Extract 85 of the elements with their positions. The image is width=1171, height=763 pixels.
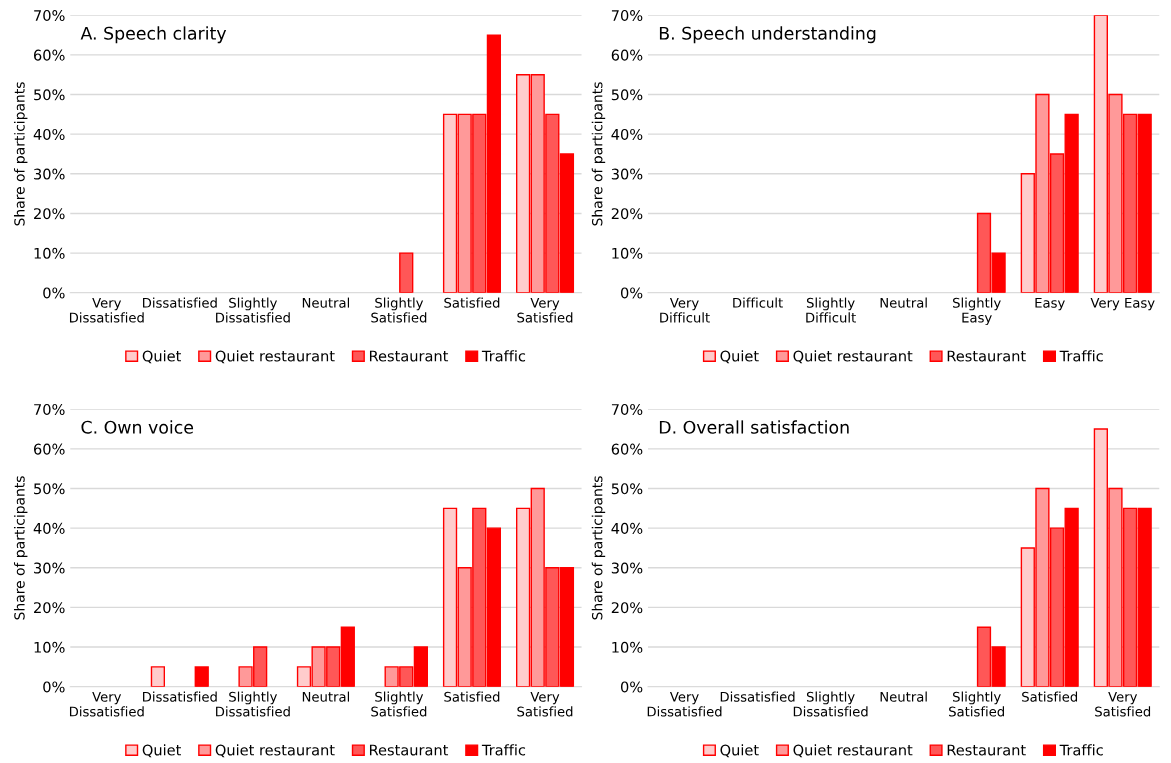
x-tick-label: Easy: [1035, 297, 1065, 311]
y-tick-label: 0%: [43, 681, 65, 693]
text: A. Speech clarity: [80, 26, 227, 44]
y-tick-label: 60%: [34, 49, 65, 61]
x-tick-label: Very Easy: [1090, 297, 1155, 311]
x-tick-label: Neutral: [880, 297, 927, 308]
legend-label: Quiet: [720, 744, 759, 758]
legend-label: Quiet restaurant: [215, 744, 335, 758]
y-tick-label: 0%: [620, 287, 643, 299]
y-tick-label: 70%: [34, 9, 65, 22]
y-tick-label: 70%: [611, 403, 643, 415]
y-axis-title: Share of participants: [13, 82, 28, 226]
legend-label: Traffic: [481, 350, 526, 362]
legend-label: Traffic: [1059, 744, 1103, 756]
y-tick-label: 10%: [34, 641, 65, 653]
y-axis-title: Share of participants: [591, 476, 606, 620]
text: B. Speech understanding: [659, 26, 876, 44]
x-tick-label: Satisfied: [444, 297, 500, 308]
y-tick-label: 40%: [33, 522, 65, 534]
x-tick-label: Slightly Dissatisfied: [216, 691, 290, 717]
x-tick-label: Very Dissatisfied: [69, 297, 144, 323]
bar: [399, 252, 414, 293]
x-tick-label: Slightly Easy: [953, 297, 1001, 326]
x-tick-label: Very Satisfied: [517, 297, 573, 323]
y-tick-label: 30%: [611, 562, 643, 574]
legend-label: Quiet: [142, 350, 181, 364]
y-axis-title: Share of participants: [591, 82, 606, 226]
x-tick-label: Neutral: [302, 691, 350, 702]
x-tick-label: Very Difficult: [660, 297, 710, 323]
x-tick-label: Neutral: [302, 297, 350, 308]
x-tick-label: Dissatisfied: [720, 691, 795, 702]
y-tick-label: 70%: [34, 403, 65, 415]
y-axis-title: Share of participants: [13, 476, 28, 620]
legend-label: Restaurant: [947, 350, 1026, 362]
legend-label: Restaurant: [947, 744, 1026, 756]
x-tick-label: Slightly Dissatisfied: [216, 297, 290, 323]
x-tick-label: Difficult: [733, 297, 783, 308]
y-tick-label: 40%: [611, 128, 643, 140]
bar: [150, 666, 166, 687]
legend-label: Traffic: [1059, 350, 1103, 362]
y-tick-label: 60%: [611, 443, 643, 455]
y-tick-label: 30%: [34, 562, 65, 574]
legend-label: Quiet restaurant: [793, 744, 913, 758]
y-tick-label: 20%: [611, 602, 643, 614]
y-tick-label: 30%: [611, 168, 643, 180]
y-tick-label: 40%: [611, 522, 643, 534]
y-tick-label: 40%: [33, 128, 65, 140]
y-tick-label: 0%: [43, 287, 65, 299]
x-tick-label: Very Satisfied: [517, 691, 573, 717]
x-tick-label: Satisfied: [1022, 691, 1078, 702]
y-tick-label: 50%: [34, 89, 65, 101]
x-tick-label: Very Satisfied: [1095, 691, 1151, 717]
y-tick-label: 30%: [34, 168, 65, 180]
legend-label: Quiet: [142, 744, 181, 758]
x-tick-label: Dissatisfied: [143, 691, 217, 702]
x-tick-label: Slightly Satisfied: [371, 297, 427, 323]
text: D. Overall satisfaction: [659, 420, 849, 434]
y-tick-label: 50%: [611, 89, 643, 101]
y-tick-label: 10%: [612, 641, 643, 653]
y-tick-label: 50%: [611, 483, 643, 495]
legend-label: Quiet restaurant: [793, 350, 913, 364]
x-tick-label: Very Dissatisfied: [69, 691, 144, 717]
bar: [194, 666, 209, 687]
legend-label: Quiet: [720, 350, 759, 364]
y-tick-label: 60%: [611, 49, 643, 61]
y-tick-label: 10%: [34, 247, 65, 259]
x-tick-label: Dissatisfied: [143, 297, 217, 308]
x-tick-label: Slightly Difficult: [806, 297, 856, 323]
legend-label: Restaurant: [369, 350, 449, 362]
y-tick-label: 20%: [34, 602, 65, 614]
x-tick-label: Slightly Satisfied: [949, 691, 1004, 717]
text: C. Own voice: [81, 420, 194, 434]
x-tick-label: Neutral: [880, 691, 927, 702]
legend-label: Restaurant: [369, 744, 449, 756]
y-tick-label: 70%: [611, 9, 643, 22]
legend-label: Quiet restaurant: [215, 350, 335, 364]
y-tick-label: 20%: [611, 208, 643, 220]
y-tick-label: 60%: [34, 443, 65, 455]
x-tick-label: Satisfied: [444, 691, 500, 702]
y-tick-label: 20%: [34, 208, 65, 220]
legend-label: Traffic: [481, 744, 526, 756]
x-tick-label: Slightly Satisfied: [371, 691, 427, 717]
y-tick-label: 10%: [612, 247, 643, 259]
y-tick-label: 0%: [620, 681, 643, 693]
y-tick-label: 50%: [34, 483, 65, 495]
